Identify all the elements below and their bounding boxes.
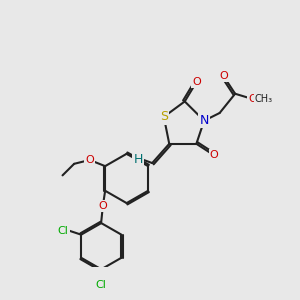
- Text: O: O: [85, 155, 94, 165]
- Text: H: H: [134, 153, 143, 166]
- Text: O: O: [210, 150, 219, 160]
- Text: S: S: [160, 110, 168, 123]
- Text: Cl: Cl: [96, 280, 107, 290]
- Text: O: O: [249, 94, 257, 104]
- Text: O: O: [219, 71, 228, 81]
- Text: O: O: [98, 201, 107, 211]
- Text: N: N: [200, 114, 209, 127]
- Text: CH₃: CH₃: [255, 94, 273, 104]
- Text: Cl: Cl: [58, 226, 69, 236]
- Text: O: O: [192, 77, 201, 87]
